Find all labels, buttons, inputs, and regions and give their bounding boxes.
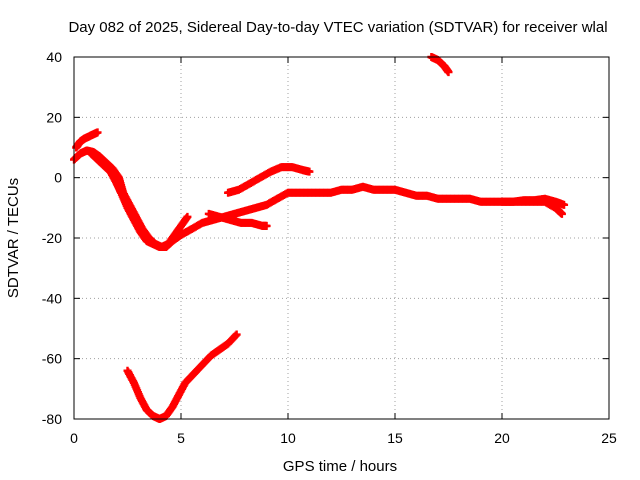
data-point [262, 221, 271, 230]
chart-title: Day 082 of 2025, Sidereal Day-to-day VTE… [68, 19, 607, 36]
x-tick-label: 0 [70, 430, 78, 446]
series-arc-g [427, 53, 453, 77]
y-tick-label: 0 [54, 170, 62, 186]
data-point [232, 330, 241, 339]
series-arc-a [72, 128, 102, 152]
series-arc-b [70, 146, 192, 252]
ticks: 0 5 10 15 20 25 -80 -60 -40 -20 0 20 40 [42, 49, 617, 446]
y-tick-label: 40 [46, 49, 62, 65]
grid [74, 57, 609, 419]
series-arc-d [204, 209, 271, 230]
x-tick-label: 10 [280, 430, 296, 446]
y-tick-label: -20 [42, 230, 62, 246]
x-tick-label: 20 [494, 430, 510, 446]
data-point [305, 167, 314, 176]
data-point [557, 209, 566, 218]
y-axis-title: SDTVAR / TECUs [5, 178, 22, 298]
data-point [560, 200, 569, 209]
y-tick-label: 20 [46, 109, 62, 125]
x-tick-label: 15 [387, 430, 403, 446]
series-arc-h [123, 330, 241, 423]
x-axis-title: GPS time / hours [283, 458, 397, 475]
data-point [93, 128, 102, 137]
x-tick-label: 25 [601, 430, 617, 446]
y-tick-label: -40 [42, 290, 62, 306]
data-point [183, 212, 192, 221]
y-tick-label: -60 [42, 351, 62, 367]
series-arc-f [498, 194, 569, 209]
series-arc-e [224, 163, 314, 197]
y-tick-label: -80 [42, 411, 62, 427]
data-points [70, 53, 569, 423]
x-tick-label: 5 [177, 430, 185, 446]
data-point [444, 68, 453, 77]
series-arc-c [87, 149, 566, 252]
